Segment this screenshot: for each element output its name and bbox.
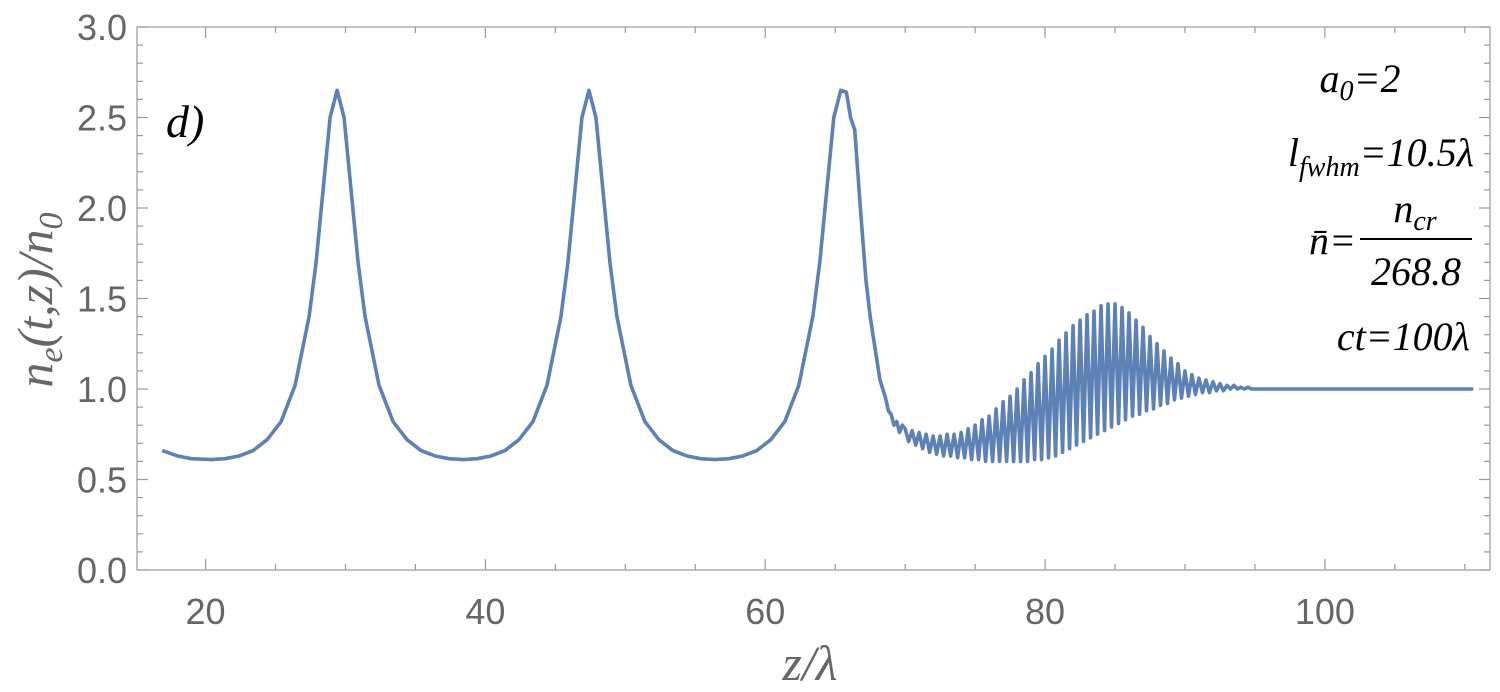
annotation-text: n [1393, 186, 1413, 231]
annotation-a0: a0=2 [1320, 56, 1401, 107]
annotation-sub: fwhm [1299, 152, 1360, 183]
x-tick-label: 100 [1295, 591, 1355, 632]
annotation-ct: ct=100λ [1337, 314, 1470, 359]
annotation-numerator: ncr [1393, 186, 1436, 237]
annotation-text: =10.5λ [1360, 130, 1474, 175]
y-label-part: (t,z)/n [7, 229, 63, 347]
y-tick-label: 0.5 [77, 460, 127, 501]
y-tick-label: 2.5 [77, 98, 127, 139]
x-tick-label: 40 [465, 591, 505, 632]
annotation-text: l [1288, 130, 1299, 175]
annotation-text: =2 [1354, 56, 1401, 101]
y-label-sub: e [33, 347, 70, 362]
y-tick-label: 2.0 [77, 188, 127, 229]
annotation-sub: 0 [1340, 76, 1354, 107]
y-tick-label: 1.0 [77, 369, 127, 410]
x-tick-label: 20 [186, 591, 226, 632]
y-tick-label: 1.5 [77, 279, 127, 320]
y-tick-label: 3.0 [77, 7, 127, 48]
y-tick-label: 0.0 [77, 550, 127, 591]
x-tick-label: 60 [745, 591, 785, 632]
annotation-text: a [1320, 56, 1340, 101]
y-axis-label: ne(t,z)/n0 [7, 212, 70, 387]
x-tick-label: 80 [1025, 591, 1065, 632]
data-line [161, 88, 1474, 464]
annotation-nbar: n̄= [1309, 218, 1356, 263]
panel-label: d) [166, 96, 204, 147]
annotation-lfwhm: lfwhm=10.5λ [1288, 130, 1474, 183]
annotation-denominator: 268.8 [1371, 249, 1461, 294]
y-label-part: n [7, 363, 63, 388]
y-label-sub: 0 [33, 212, 70, 229]
x-axis-label: z/λ [781, 635, 837, 691]
annotation-sub: cr [1413, 206, 1436, 237]
